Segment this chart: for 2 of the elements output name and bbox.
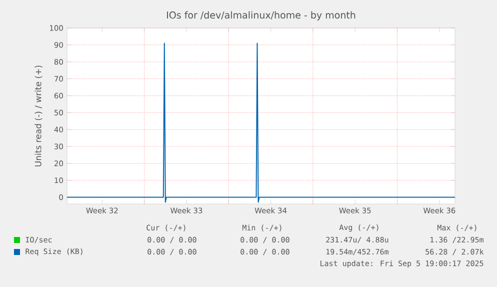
chart-title: IOs for /dev/almalinux/home - by month <box>167 11 356 20</box>
y-axis-title: Units read (-) / write (+) <box>34 66 42 166</box>
